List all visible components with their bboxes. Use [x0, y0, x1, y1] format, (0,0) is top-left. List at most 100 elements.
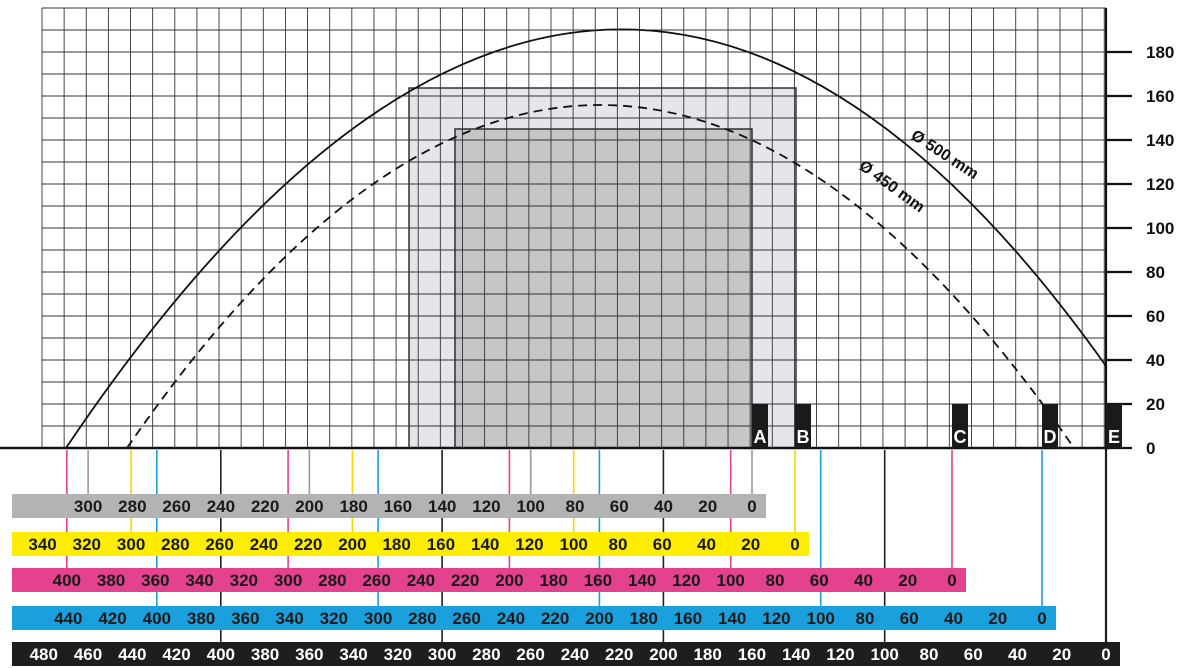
scale-label-blue: 220: [541, 609, 569, 628]
scale-label-blue: 80: [855, 609, 874, 628]
scale-label-magenta: 80: [765, 571, 784, 590]
scale-black: 480 460 440 420 400 380 360 340 320 300 280 260 240 2…: [12, 642, 1120, 666]
scale-label-black: 40: [1008, 645, 1027, 664]
scale-label-magenta: 260: [362, 571, 390, 590]
grid: [41, 7, 1106, 449]
scale-label-yellow: 100: [560, 535, 588, 554]
scale-label-black: 460: [74, 645, 102, 664]
scale-label-black: 200: [649, 645, 677, 664]
scale-label-black: 300: [428, 645, 456, 664]
scale-label-magenta: 160: [584, 571, 612, 590]
scale-label-magenta: 400: [53, 571, 81, 590]
scale-label-black: 180: [693, 645, 721, 664]
scale-label-blue: 20: [988, 609, 1007, 628]
y-tick-label: 0: [1146, 439, 1155, 458]
marker-box: [952, 404, 968, 448]
scale-label-yellow: 260: [205, 535, 233, 554]
scale-label-black: 260: [516, 645, 544, 664]
scale-label-yellow: 240: [250, 535, 278, 554]
scale-label-yellow: 0: [790, 535, 799, 554]
y-tick-label: 180: [1146, 43, 1174, 62]
scale-label-magenta: 120: [672, 571, 700, 590]
arc-500mm: [65, 28, 1107, 449]
scale-label-gray: 80: [565, 497, 584, 516]
scale-label-black: 20: [1052, 645, 1071, 664]
scale-label-yellow: 220: [294, 535, 322, 554]
scale-label-yellow: 200: [338, 535, 366, 554]
scale-label-blue: 420: [98, 609, 126, 628]
scale-label-gray: 260: [162, 497, 190, 516]
scale-label-blue: 360: [231, 609, 259, 628]
scale-label-black: 0: [1101, 645, 1110, 664]
scale-label-black: 240: [561, 645, 589, 664]
scale-label-blue: 0: [1037, 609, 1046, 628]
scale-label-blue: 180: [629, 609, 657, 628]
scale-label-magenta: 320: [230, 571, 258, 590]
marker-e: E: [1106, 404, 1122, 448]
scale-label-gray: 0: [747, 497, 756, 516]
scale-band-magenta: [12, 568, 966, 592]
scale-label-black: 120: [826, 645, 854, 664]
position-markers: A B C D E: [752, 404, 1122, 448]
scale-label-magenta: 340: [185, 571, 213, 590]
scale-label-yellow: 20: [741, 535, 760, 554]
scale-label-magenta: 380: [97, 571, 125, 590]
scale-label-yellow: 120: [515, 535, 543, 554]
scale-label-magenta: 0: [947, 571, 956, 590]
scale-label-blue: 380: [187, 609, 215, 628]
arc-450mm: [126, 104, 1075, 449]
marker-box: [795, 404, 811, 448]
scale-label-black: 220: [605, 645, 633, 664]
scale-label-gray: 60: [610, 497, 629, 516]
scale-label-magenta: 40: [854, 571, 873, 590]
scale-label-gray: 200: [295, 497, 323, 516]
scale-label-black: 400: [207, 645, 235, 664]
scale-label-gray: 220: [251, 497, 279, 516]
y-axis-ticks: 0 20 40 60 80 100 120 140 160 180: [1106, 43, 1174, 458]
y-tick-label: 140: [1146, 131, 1174, 150]
scale-label-blue: 340: [275, 609, 303, 628]
scale-label-yellow: 300: [117, 535, 145, 554]
scale-label-magenta: 180: [539, 571, 567, 590]
scale-label-gray: 20: [698, 497, 717, 516]
scale-label-magenta: 300: [274, 571, 302, 590]
marker-letter: B: [797, 427, 810, 447]
scale-label-blue: 120: [762, 609, 790, 628]
scale-label-gray: 120: [472, 497, 500, 516]
scale-label-yellow: 320: [73, 535, 101, 554]
scale-label-gray: 300: [74, 497, 102, 516]
scale-label-yellow: 180: [382, 535, 410, 554]
scale-label-magenta: 360: [141, 571, 169, 590]
scale-label-black: 380: [251, 645, 279, 664]
scale-label-blue: 260: [452, 609, 480, 628]
scale-band-gray: [12, 494, 766, 518]
scale-label-magenta: 220: [451, 571, 479, 590]
scale-label-gray: 100: [517, 497, 545, 516]
y-tick-label: 20: [1146, 395, 1165, 414]
scale-label-black: 140: [782, 645, 810, 664]
marker-box: [752, 404, 768, 448]
scale-band-yellow: [12, 532, 809, 556]
y-tick-label: 80: [1146, 263, 1165, 282]
y-tick-label: 120: [1146, 175, 1174, 194]
scale-label-yellow: 340: [28, 535, 56, 554]
scale-label-black: 160: [738, 645, 766, 664]
scale-label-black: 360: [295, 645, 323, 664]
scale-label-blue: 40: [944, 609, 963, 628]
scale-label-blue: 320: [320, 609, 348, 628]
y-tick-label: 40: [1146, 351, 1165, 370]
scale-label-gray: 240: [207, 497, 235, 516]
marker-letter: A: [754, 427, 767, 447]
scale-label-magenta: 280: [318, 571, 346, 590]
marker-b: B: [795, 404, 811, 448]
scale-label-black: 420: [162, 645, 190, 664]
scale-label-gray: 160: [384, 497, 412, 516]
scale-band-blue: [12, 606, 1056, 630]
scale-label-black: 320: [384, 645, 412, 664]
scale-label-black: 100: [871, 645, 899, 664]
scale-label-black: 80: [919, 645, 938, 664]
scale-band-black: [12, 642, 1120, 666]
scale-label-magenta: 20: [898, 571, 917, 590]
marker-c: C: [952, 404, 968, 448]
